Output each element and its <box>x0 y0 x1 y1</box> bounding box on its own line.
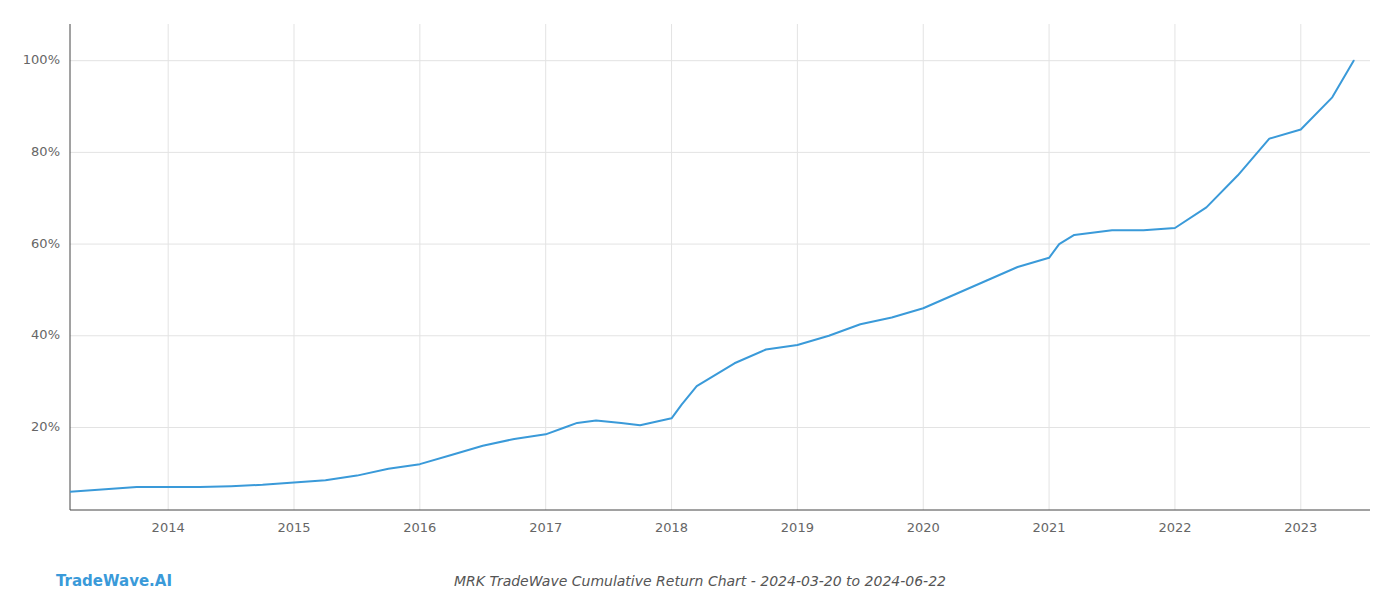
grid-line-x <box>294 24 295 510</box>
x-axis-line <box>70 510 1370 511</box>
y-tick-label: 100% <box>23 52 60 67</box>
grid-line-x <box>1300 24 1301 510</box>
x-tick-label: 2023 <box>1284 520 1317 535</box>
chart: 20% 40% 60% 80% 100% 2014 2015 2016 2017 2018 2019… <box>0 0 1400 600</box>
y-tick-label: 80% <box>31 144 60 159</box>
x-tick-label: 2015 <box>277 520 310 535</box>
grid-line-x <box>1049 24 1050 510</box>
grid <box>70 24 1370 510</box>
grid-line-x <box>797 24 798 510</box>
x-tick-label: 2014 <box>152 520 185 535</box>
y-tick-label: 60% <box>31 236 60 251</box>
x-tick-label: 2019 <box>781 520 814 535</box>
x-tick-label: 2022 <box>1158 520 1191 535</box>
y-tick-label: 20% <box>31 419 60 434</box>
chart-container: 20% 40% 60% 80% 100% 2014 2015 2016 2017 2018 2019… <box>0 0 1400 600</box>
grid-line-x <box>923 24 924 510</box>
y-tick-label: 40% <box>31 327 60 342</box>
x-tick-label: 2016 <box>403 520 436 535</box>
grid-line-x <box>671 24 672 510</box>
plot-area <box>70 61 1354 492</box>
line <box>70 61 1354 492</box>
ticks: 20% 40% 60% 80% 100% 2014 2015 2016 2017 2018 2019… <box>23 52 1318 535</box>
y-axis-line <box>70 24 71 510</box>
x-tick-label: 2020 <box>907 520 940 535</box>
grid-line-x <box>545 24 546 510</box>
title: MRK TradeWave Cumulative Return Chart - … <box>454 573 946 589</box>
x-tick-label: 2017 <box>529 520 562 535</box>
x-tick-label: 2018 <box>655 520 688 535</box>
grid-line-x <box>419 24 420 510</box>
grid-line-x <box>168 24 169 510</box>
x-tick-label: 2021 <box>1033 520 1066 535</box>
grid-line-x <box>1174 24 1175 510</box>
watermark: TradeWave.AI <box>56 572 172 590</box>
